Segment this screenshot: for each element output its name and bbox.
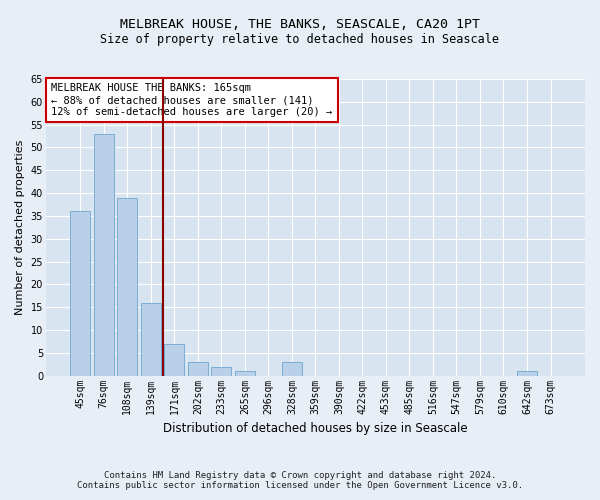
Bar <box>211 366 232 376</box>
Text: Contains HM Land Registry data © Crown copyright and database right 2024.
Contai: Contains HM Land Registry data © Crown c… <box>77 470 523 490</box>
Y-axis label: Number of detached properties: Number of detached properties <box>15 140 25 315</box>
Bar <box>70 212 91 376</box>
Bar <box>282 362 302 376</box>
X-axis label: Distribution of detached houses by size in Seascale: Distribution of detached houses by size … <box>163 422 468 435</box>
Bar <box>141 302 161 376</box>
Bar <box>94 134 114 376</box>
Text: MELBREAK HOUSE, THE BANKS, SEASCALE, CA20 1PT: MELBREAK HOUSE, THE BANKS, SEASCALE, CA2… <box>120 18 480 30</box>
Text: MELBREAK HOUSE THE BANKS: 165sqm
← 88% of detached houses are smaller (141)
12% : MELBREAK HOUSE THE BANKS: 165sqm ← 88% o… <box>51 84 332 116</box>
Bar <box>164 344 184 376</box>
Bar <box>118 198 137 376</box>
Bar <box>235 371 255 376</box>
Bar <box>188 362 208 376</box>
Bar <box>517 371 537 376</box>
Text: Size of property relative to detached houses in Seascale: Size of property relative to detached ho… <box>101 32 499 46</box>
